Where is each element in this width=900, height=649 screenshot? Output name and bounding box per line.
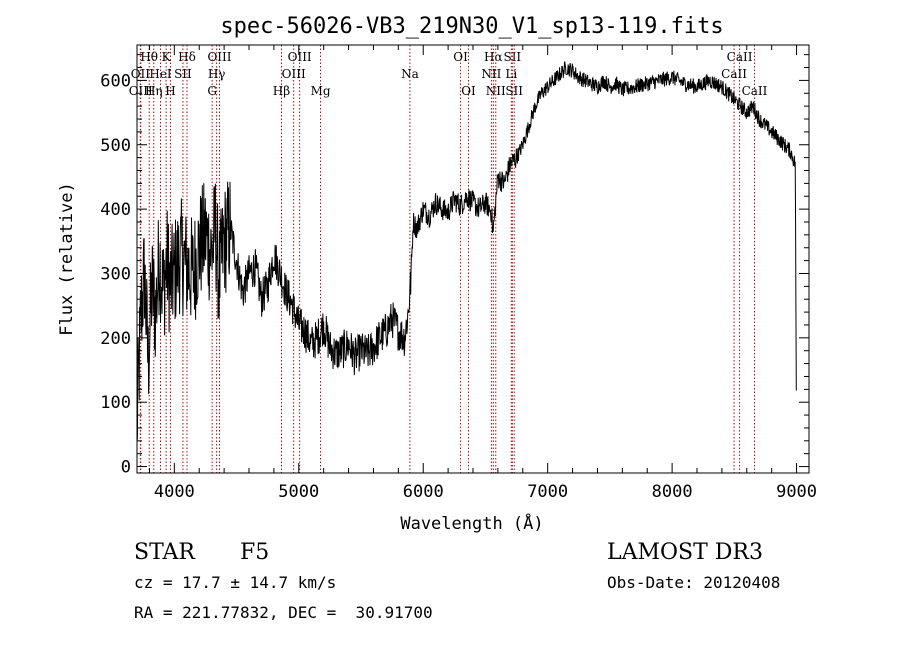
spectral-line-label-11: G bbox=[207, 84, 217, 98]
spectral-line-label-13: OIII bbox=[282, 67, 306, 81]
y-tick-label-3: 300 bbox=[100, 264, 131, 284]
spectral-line-label-9: OIII bbox=[207, 50, 231, 64]
spectral-line-label-4: HeI bbox=[149, 67, 172, 81]
spectral-line-label-8: H bbox=[165, 84, 175, 98]
spectral-line-label-23: NII bbox=[486, 84, 506, 98]
x-axis-label: Wavelength (Å) bbox=[400, 512, 543, 534]
spectral-line-label-6: Hδ bbox=[178, 50, 196, 64]
spectral-line-label-16: Na bbox=[401, 67, 419, 81]
spectral-line-label-25: CaII bbox=[727, 50, 753, 64]
spectral-line-label-15: Mg bbox=[311, 84, 331, 98]
spectral-line-label-27: CaII bbox=[742, 84, 768, 98]
y-tick-label-6: 600 bbox=[100, 71, 131, 91]
chart-title: spec-56026-VB3_219N30_V1_sp13-119.fits bbox=[220, 14, 723, 39]
y-axis-label: Flux (relative) bbox=[57, 182, 77, 336]
spectral-line-label-20: SII bbox=[503, 50, 521, 64]
spectral-line-label-21: NII bbox=[481, 67, 501, 81]
spectral-line-label-14: Hβ bbox=[273, 84, 290, 98]
spectral-line-label-26: CaII bbox=[721, 67, 747, 81]
spectral-line-label-24: SII bbox=[505, 84, 523, 98]
y-tick-label-2: 200 bbox=[100, 329, 131, 349]
y-tick-label-4: 400 bbox=[100, 200, 131, 220]
spectral-line-label-0: Hθ bbox=[140, 50, 158, 64]
x-tick-label-3: 7000 bbox=[527, 482, 568, 502]
x-tick-label-5: 9000 bbox=[776, 482, 817, 502]
spectral-line-label-2: OIII bbox=[129, 84, 153, 98]
y-tick-label-0: 0 bbox=[121, 458, 131, 478]
spectral-line-label-12: OIII bbox=[288, 50, 312, 64]
ra-dec-coordinates: RA = 221.77832, DEC = 30.91700 bbox=[134, 603, 433, 622]
spectral-line-label-17: OI bbox=[453, 50, 468, 64]
spectral-line-label-22: Li bbox=[505, 67, 517, 81]
spectrum-layer bbox=[136, 61, 797, 440]
spectral-line-label-19: Hα bbox=[484, 50, 503, 64]
spectral-line-label-18: OI bbox=[461, 84, 476, 98]
spectral-line-label-5: Hη bbox=[145, 84, 163, 98]
object-class: STAR bbox=[134, 540, 195, 565]
spectrum-line bbox=[136, 61, 797, 440]
spectral-line-label-10: Hγ bbox=[208, 67, 226, 81]
y-tick-label-1: 100 bbox=[100, 393, 131, 413]
y-tick-label-5: 500 bbox=[100, 136, 131, 156]
x-tick-label-0: 4000 bbox=[154, 482, 195, 502]
survey-name: LAMOST DR3 bbox=[607, 540, 763, 565]
ticks-layer: 4000 5000 6000 7000 8000 9000 0 100 200 300 400 500… bbox=[100, 45, 817, 502]
x-tick-label-4: 8000 bbox=[652, 482, 693, 502]
observation-date: Obs-Date: 20120408 bbox=[607, 573, 781, 592]
x-tick-label-1: 5000 bbox=[278, 482, 319, 502]
redshift-cz: cz = 17.7 ± 14.7 km/s bbox=[134, 573, 337, 592]
object-subclass: F5 bbox=[240, 540, 270, 565]
spectral-line-label-7: SII bbox=[174, 67, 192, 81]
spectral-line-label-3: K bbox=[162, 50, 172, 64]
x-tick-label-2: 6000 bbox=[403, 482, 444, 502]
